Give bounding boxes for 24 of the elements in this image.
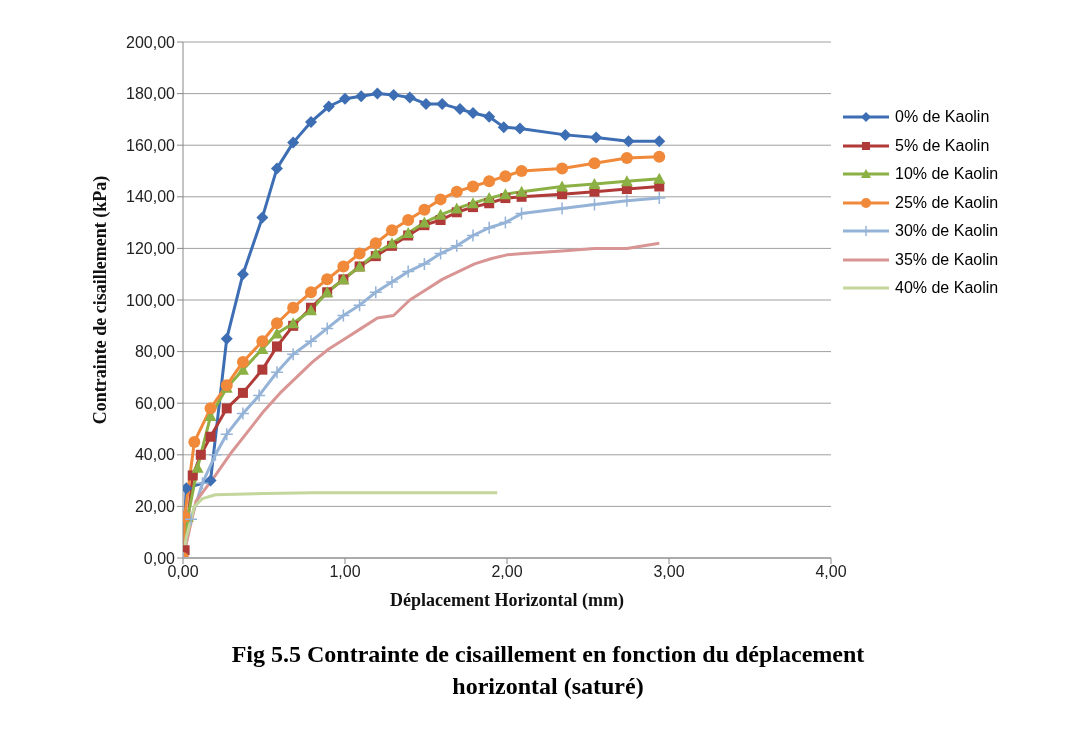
legend-label: 10% de Kaolin — [895, 165, 999, 184]
x-tick-label: 4,00 — [815, 563, 847, 581]
y-tick-label: 80,00 — [134, 343, 176, 361]
x-tick-label: 1,00 — [329, 563, 361, 581]
y-tick-label: 180,00 — [126, 85, 176, 103]
legend-label: 0% de Kaolin — [895, 108, 990, 127]
legend-label: 5% de Kaolin — [895, 136, 990, 155]
legend-label: 35% de Kaolin — [895, 250, 999, 269]
y-tick-label: 20,00 — [134, 498, 176, 516]
legend-label: 25% de Kaolin — [895, 193, 999, 212]
y-tick-label: 120,00 — [126, 240, 176, 258]
text: Fig 5.5 Contrainte de cisaillement en fonction du déplacement horizontal (saturé) — [230, 640, 866, 701]
x-tick-label: 2,00 — [491, 563, 523, 581]
y-tick-label: 160,00 — [126, 136, 176, 154]
legend-label: 30% de Kaolin — [895, 222, 999, 241]
y-tick-label: 140,00 — [126, 188, 176, 206]
y-axis-title: Contrainte de cisaillement (kPa) — [90, 175, 112, 425]
y-tick-label: 200,00 — [126, 33, 176, 51]
y-tick-label: 60,00 — [134, 394, 176, 412]
x-tick-label: 3,00 — [653, 563, 685, 581]
y-tick-label: 100,00 — [126, 291, 176, 309]
legend-label: 40% de Kaolin — [895, 279, 999, 298]
y-tick-label: 40,00 — [134, 446, 176, 464]
x-axis-title: Déplacement Horizontal (mm) — [390, 590, 624, 611]
